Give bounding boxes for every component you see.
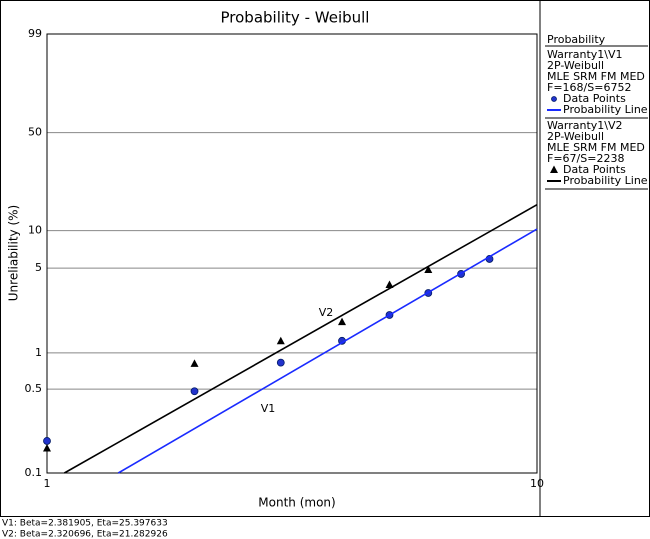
footer-line: V1: Beta=2.381905, Eta=25.397633 [2,519,168,529]
y-tick-label: 0.5 [25,382,43,395]
y-axis-label: Unreliability (%) [7,205,21,301]
legend-detail: MLE SRM FM MED [547,70,645,83]
legend-title: Probability [547,33,606,46]
x-axis-label: Month (mon) [258,496,335,510]
legend-detail: MLE SRM FM MED [547,141,645,154]
y-tick-label: 5 [35,261,42,274]
legend-detail: F=67/S=2238 [547,152,624,165]
annotation: V2 [319,306,334,319]
legend-detail: 2P-Weibull [547,130,604,143]
chart-title: Probability - Weibull [221,9,370,27]
legend-marker [550,165,558,173]
legend-detail: 2P-Weibull [547,59,604,72]
data-point [338,317,347,326]
x-tick-label: 10 [530,477,544,490]
data-point [190,359,199,367]
legend-group-name: Warranty1\V1 [547,48,623,61]
y-tick-label: 10 [28,224,42,237]
data-point [424,265,433,274]
legend-marker [551,96,557,102]
outer-border [0,0,650,517]
probability-line [63,204,538,474]
data-point [190,387,199,396]
y-tick-label: 50 [28,126,42,139]
footer-line: V2: Beta=2.320696, Eta=21.282926 [2,530,168,539]
x-tick-label: 1 [44,477,51,490]
y-tick-label: 1 [35,346,42,359]
data-point [276,336,285,345]
probability-line [117,228,538,474]
legend-label: Probability Line [563,174,648,187]
legend-detail: F=168/S=6752 [547,81,631,94]
data-point [276,358,285,367]
data-point [43,444,51,452]
annotation: V1 [261,402,276,415]
legend-group-name: Warranty1\V2 [547,119,623,132]
legend-label: Probability Line [563,103,648,116]
data-point [385,280,394,288]
y-tick-label: 99 [28,27,42,40]
data-point [43,437,51,445]
legend-label: Data Points [563,92,626,105]
legend-label: Data Points [563,163,626,176]
y-tick-label: 0.1 [25,466,43,479]
plot-frame [46,33,538,474]
